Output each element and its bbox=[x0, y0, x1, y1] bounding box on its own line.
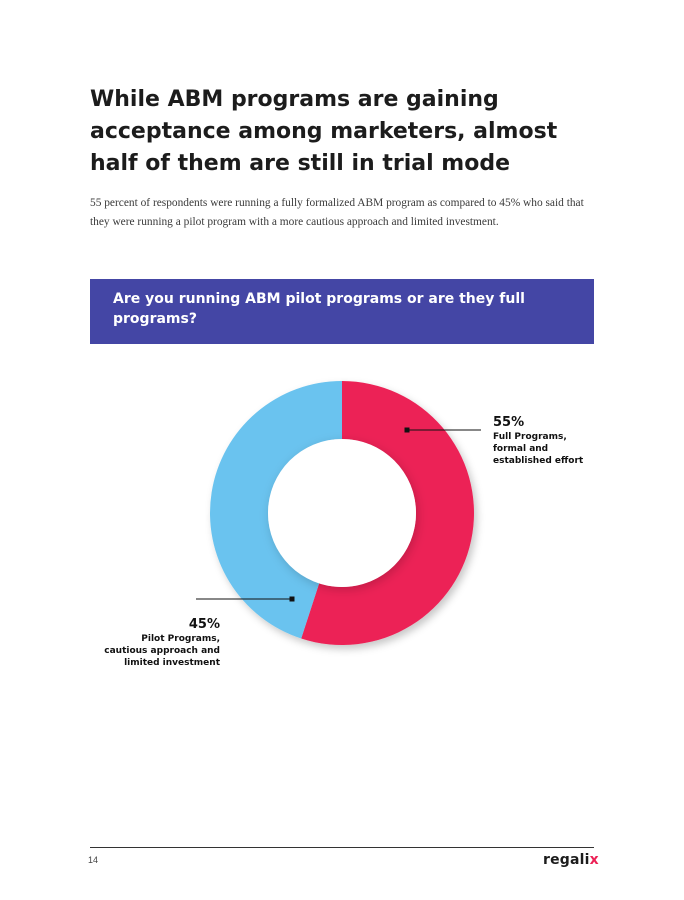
donut-slice-full-programs bbox=[301, 381, 474, 646]
intro-paragraph: 55 percent of respondents were running a… bbox=[90, 197, 584, 228]
brand-name-accent: x bbox=[589, 852, 599, 868]
full-programs-label: Full Programs, formal and established ef… bbox=[493, 432, 584, 466]
brand-logo: regalix bbox=[543, 852, 599, 868]
donut-slice-pilot-programs bbox=[209, 381, 342, 639]
callout-pilot-programs: 45% Pilot Programs, cautious approach an… bbox=[100, 617, 220, 669]
brand-name-main: regali bbox=[543, 852, 590, 868]
page-number: 14 bbox=[88, 855, 99, 865]
leader-marker-full-programs bbox=[404, 427, 410, 433]
question-text: Are you running ABM pilot programs or ar… bbox=[113, 291, 525, 327]
page-title: While ABM programs are gaining acceptanc… bbox=[90, 87, 558, 176]
callout-full-programs: 55% Full Programs, formal and establishe… bbox=[493, 415, 593, 467]
donut-hole bbox=[268, 439, 416, 587]
question-banner: Are you running ABM pilot programs or ar… bbox=[90, 279, 594, 344]
pilot-programs-label: Pilot Programs, cautious approach and li… bbox=[104, 634, 220, 668]
pilot-programs-percent: 45% bbox=[188, 617, 220, 632]
full-programs-percent: 55% bbox=[493, 415, 525, 430]
leader-marker-pilot-programs bbox=[289, 596, 295, 602]
footer-rule bbox=[90, 847, 594, 848]
